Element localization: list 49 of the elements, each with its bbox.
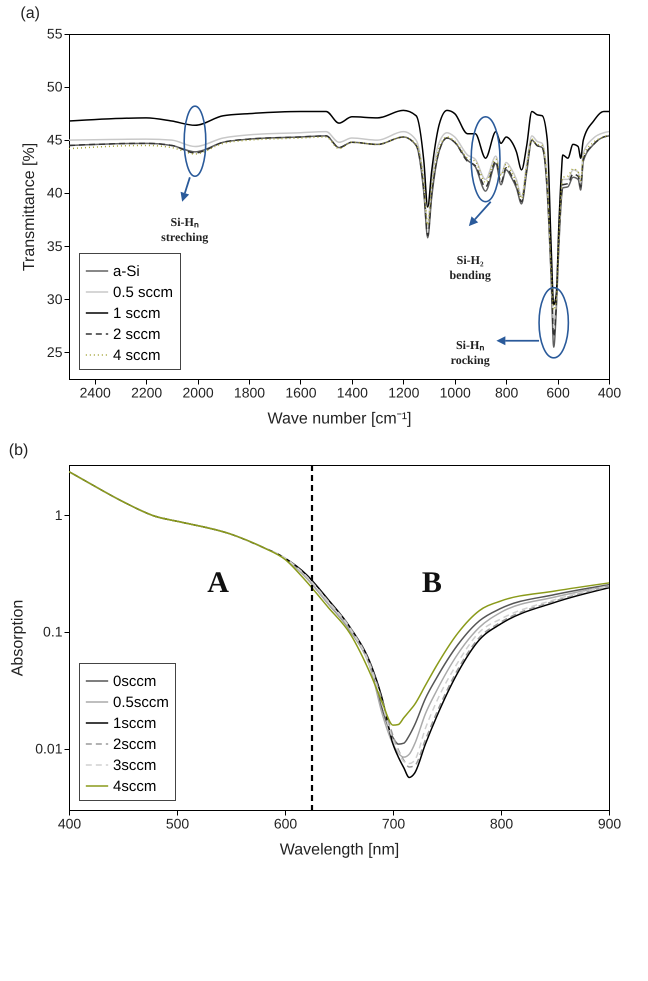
- y-tick-label: 40: [46, 184, 63, 201]
- legend-label: 1 sccm: [113, 305, 161, 322]
- annotation: Si-Hₙ rocking: [450, 338, 490, 368]
- y-tick-label: 55: [46, 26, 63, 42]
- x-tick-label: 400: [58, 816, 82, 832]
- y-axis-title: Absorption: [9, 600, 26, 676]
- y-tick-label: 45: [46, 132, 63, 148]
- x-tick-label: 1600: [285, 384, 317, 400]
- x-tick-label: 700: [382, 816, 406, 832]
- y-tick-label: 0.1: [43, 624, 63, 640]
- legend-label: 2sccm: [113, 736, 156, 753]
- x-tick-label: 2200: [131, 384, 162, 400]
- x-tick-label: 400: [598, 384, 622, 400]
- x-tick-label: 800: [490, 816, 514, 832]
- x-tick-label: 1400: [336, 384, 368, 400]
- legend-label: 1sccm: [113, 715, 156, 732]
- legend-label: a-Si: [113, 263, 140, 280]
- x-axis-title: Wave number [cm⁻¹]: [268, 410, 412, 428]
- x-tick-label: 1800: [234, 384, 266, 400]
- x-tick-label: 600: [274, 816, 298, 832]
- chart-title: (a): [20, 5, 40, 22]
- y-tick-label: 35: [46, 238, 63, 254]
- x-tick-label: 1000: [440, 384, 471, 400]
- legend-label: 0sccm: [113, 673, 156, 690]
- x-tick-label: 600: [546, 384, 570, 400]
- x-tick-label: 500: [166, 816, 190, 832]
- annotation: B: [422, 566, 442, 599]
- y-tick-label: 50: [46, 78, 63, 95]
- legend-label: 2 sccm: [113, 326, 161, 343]
- y-tick-label: 1: [54, 506, 63, 523]
- x-tick-label: 800: [494, 384, 519, 400]
- legend-label: 3sccm: [113, 757, 156, 774]
- x-tick-label: 2400: [80, 384, 111, 400]
- legend-label: 0.5sccm: [113, 694, 169, 711]
- y-tick-label: 25: [46, 344, 63, 360]
- annotation: Si-H₂ bending: [449, 253, 491, 282]
- annotation: Si-Hₙ streching: [161, 214, 208, 244]
- legend-label: 0.5 sccm: [113, 284, 174, 301]
- y-tick-label: 30: [46, 290, 63, 307]
- annotation: A: [207, 566, 230, 599]
- x-axis-title: Wavelength [nm]: [280, 842, 400, 858]
- x-tick-label: 900: [598, 816, 622, 832]
- x-tick-label: 1200: [388, 384, 420, 400]
- legend-label: 4sccm: [113, 778, 156, 795]
- y-tick-label: 0.01: [35, 740, 63, 756]
- x-tick-label: 2000: [182, 384, 214, 400]
- y-axis-title: Transmittance [%]: [20, 142, 38, 272]
- legend-label: 4 sccm: [113, 347, 161, 364]
- chart-title: (b): [8, 442, 28, 459]
